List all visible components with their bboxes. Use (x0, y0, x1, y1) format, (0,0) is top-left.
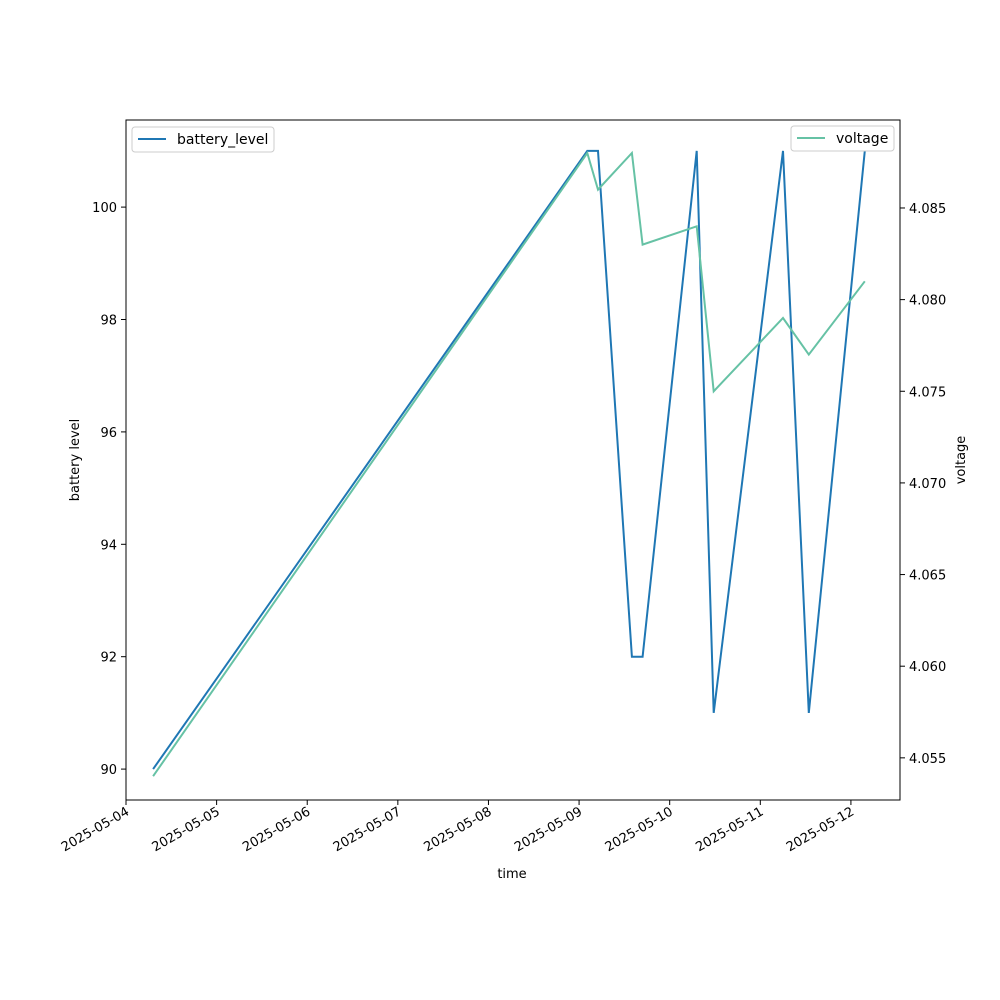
series-layer (152, 149, 866, 777)
series-line-voltage (152, 150, 866, 777)
right-y-tick-label: 4.080 (909, 294, 946, 309)
x-tick-label: 2025-05-07 (331, 804, 404, 855)
legend-voltage: voltage (790, 125, 895, 152)
x-tick-label: 2025-05-09 (512, 804, 585, 855)
plot-frame (125, 119, 901, 801)
legend-box (131, 126, 275, 153)
x-tick-label: 2025-05-05 (150, 804, 223, 855)
legend-label: voltage (836, 131, 888, 147)
left-y-tick-label: 100 (92, 201, 117, 216)
x-tick-label: 2025-05-10 (603, 804, 676, 855)
legend-label: battery_level (177, 132, 268, 148)
right-y-tick-label: 4.060 (909, 660, 946, 675)
right-y-tick-label: 4.070 (909, 477, 946, 492)
left-y-tick-label: 90 (100, 763, 117, 778)
left-y-tick-label: 98 (100, 314, 117, 329)
right-y-axis-label: voltage (954, 436, 969, 485)
left-y-tick-label: 92 (100, 651, 117, 666)
x-tick-label: 2025-05-11 (693, 804, 766, 855)
legend-box (790, 125, 895, 152)
right-y-tick-label: 4.065 (909, 569, 946, 584)
left-y-tick-label: 94 (100, 538, 117, 553)
right-y-tick-label: 4.085 (909, 202, 946, 217)
x-tick-label: 2025-05-12 (784, 804, 857, 855)
x-tick-label: 2025-05-08 (422, 804, 495, 855)
plot-area-border (125, 119, 901, 801)
left-y-axis-ticks: 90 92 94 96 98 100 (92, 201, 126, 778)
series-line-battery-level (152, 149, 866, 770)
right-y-tick-label: 4.075 (909, 385, 946, 400)
right-y-axis-ticks: 4.055 4.060 4.065 4.070 4.075 4.080 4.085 (900, 202, 946, 767)
legend-battery-level: battery_level (131, 126, 275, 153)
x-tick-label: 2025-05-04 (59, 804, 132, 855)
x-axis-label: time (497, 867, 526, 882)
x-tick-label: 2025-05-06 (240, 804, 313, 855)
left-y-axis-label: battery level (68, 419, 83, 502)
x-axis-ticks: 2025-05-04 2025-05-05 2025-05-06 2025-05-07… (59, 800, 857, 855)
right-y-tick-label: 4.055 (909, 752, 946, 767)
left-y-tick-label: 96 (100, 426, 117, 441)
